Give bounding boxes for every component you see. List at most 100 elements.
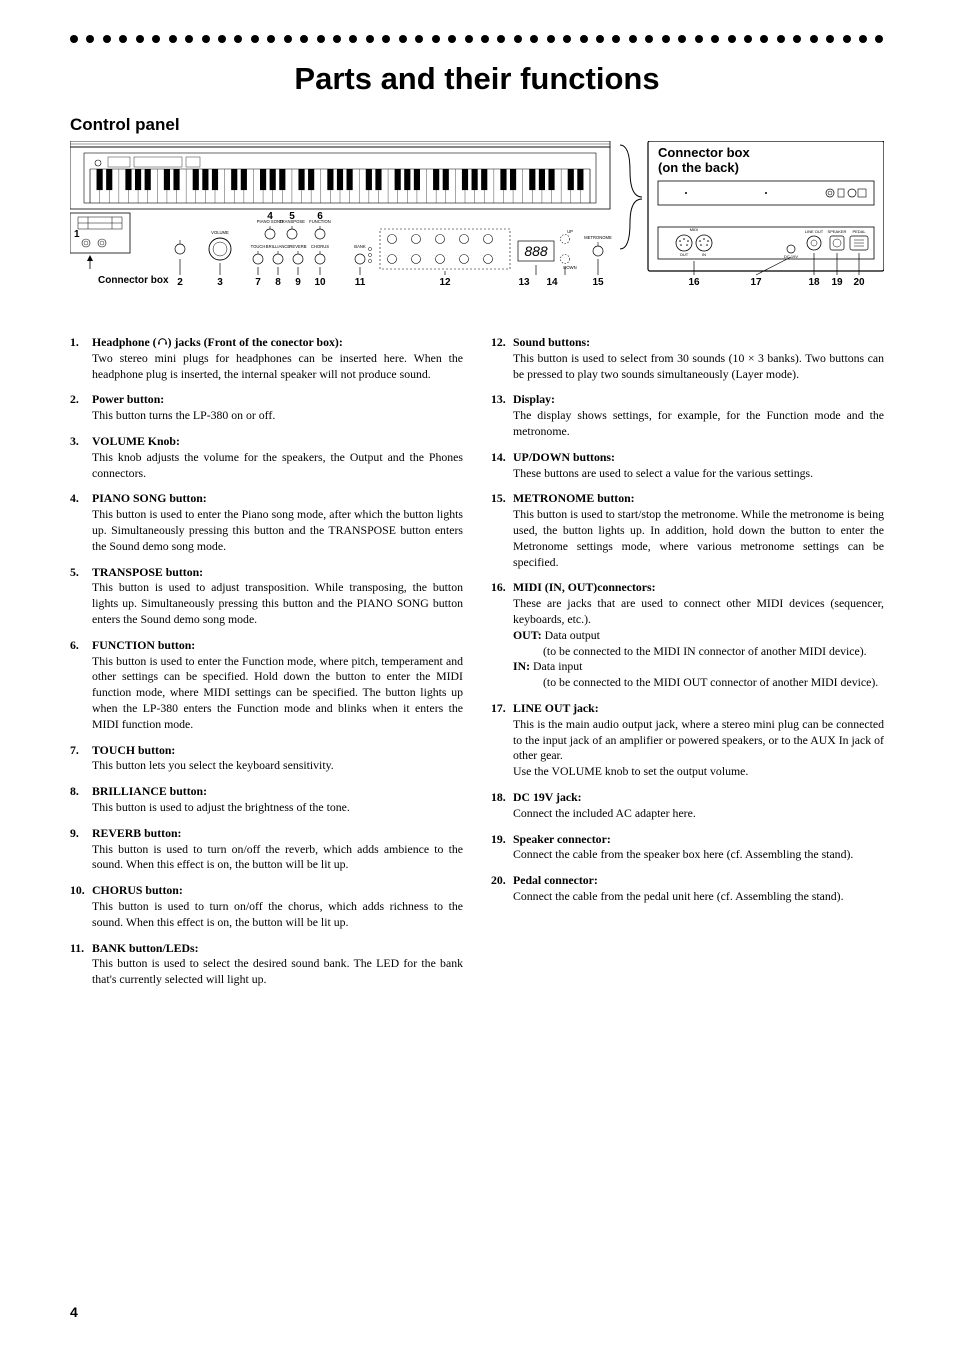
- item-desc: This button is used to select the desire…: [92, 956, 463, 988]
- content-columns: 1.Headphone () jacks (Front of the conec…: [70, 335, 884, 998]
- list-item: 9.REVERB button:This button is used to t…: [70, 826, 463, 873]
- svg-text:DC 19V: DC 19V: [784, 254, 798, 259]
- list-item: 8.BRILLIANCE button:This button is used …: [70, 784, 463, 816]
- svg-text:2: 2: [177, 277, 183, 288]
- svg-text:TOUCH: TOUCH: [251, 244, 266, 249]
- item-desc: Connect the cable from the pedal unit he…: [513, 889, 884, 905]
- svg-text:4: 4: [267, 211, 273, 222]
- item-title: LINE OUT jack:: [513, 701, 884, 717]
- svg-text:PEDAL: PEDAL: [852, 229, 866, 234]
- list-item: 16.MIDI (IN, OUT)connectors:These are ja…: [491, 580, 884, 691]
- item-desc: This button is used to adjust transposit…: [92, 580, 463, 627]
- page-number: 4: [70, 1304, 78, 1320]
- item-desc: The display shows settings, for example,…: [513, 408, 884, 440]
- svg-text:9: 9: [295, 277, 301, 288]
- list-item: 11.BANK button/LEDs:This button is used …: [70, 941, 463, 988]
- item-title: UP/DOWN buttons:: [513, 450, 884, 466]
- list-item: 17.LINE OUT jack:This is the main audio …: [491, 701, 884, 780]
- svg-text:20: 20: [853, 277, 865, 288]
- item-body: METRONOME button:This button is used to …: [513, 491, 884, 570]
- item-number: 6.: [70, 638, 92, 733]
- item-title: CHORUS button:: [92, 883, 463, 899]
- item-number: 1.: [70, 335, 92, 382]
- item-number: 20.: [491, 873, 513, 905]
- item-body: Display:The display shows settings, for …: [513, 392, 884, 439]
- item-body: Pedal connector:Connect the cable from t…: [513, 873, 884, 905]
- svg-text:12: 12: [439, 277, 451, 288]
- item-number: 3.: [70, 434, 92, 481]
- item-desc: This button is used to start/stop the me…: [513, 507, 884, 570]
- item-body: CHORUS button:This button is used to tur…: [92, 883, 463, 930]
- item-title: FUNCTION button:: [92, 638, 463, 654]
- item-body: Speaker connector:Connect the cable from…: [513, 832, 884, 864]
- svg-text:Connector box: Connector box: [98, 275, 169, 286]
- svg-text:7: 7: [255, 277, 261, 288]
- item-desc: Connect the included AC adapter here.: [513, 806, 884, 822]
- svg-text:METRONOME: METRONOME: [584, 235, 612, 240]
- item-title: MIDI (IN, OUT)connectors:: [513, 580, 884, 596]
- item-number: 12.: [491, 335, 513, 382]
- svg-text:MIDI: MIDI: [690, 227, 698, 232]
- control-panel-diagram: 888 VOLUME PIANO SONG TRANSPOSE FUNCTION…: [70, 141, 884, 316]
- item-desc: This button is used to turn on/off the c…: [92, 899, 463, 931]
- item-desc: This button is used to enter the Piano s…: [92, 507, 463, 554]
- item-title: TRANSPOSE button:: [92, 565, 463, 581]
- sub-item: IN: Data input: [513, 659, 884, 675]
- item-desc: This button lets you select the keyboard…: [92, 758, 463, 774]
- item-number: 8.: [70, 784, 92, 816]
- svg-text:18: 18: [808, 277, 820, 288]
- item-body: BRILLIANCE button:This button is used to…: [92, 784, 463, 816]
- item-body: Sound buttons:This button is used to sel…: [513, 335, 884, 382]
- item-body: MIDI (IN, OUT)connectors:These are jacks…: [513, 580, 884, 691]
- svg-text:CHORUS: CHORUS: [311, 244, 329, 249]
- item-number: 11.: [70, 941, 92, 988]
- svg-text:VOLUME: VOLUME: [211, 230, 229, 235]
- sub-item-cont: (to be connected to the MIDI OUT connect…: [513, 675, 884, 691]
- item-body: TRANSPOSE button:This button is used to …: [92, 565, 463, 628]
- item-title: VOLUME Knob:: [92, 434, 463, 450]
- svg-text:14: 14: [546, 277, 558, 288]
- list-item: 4.PIANO SONG button:This button is used …: [70, 491, 463, 554]
- list-item: 3.VOLUME Knob:This knob adjusts the volu…: [70, 434, 463, 481]
- item-number: 14.: [491, 450, 513, 482]
- list-item: 19.Speaker connector:Connect the cable f…: [491, 832, 884, 864]
- item-desc: This button is used to select from 30 so…: [513, 351, 884, 383]
- item-body: DC 19V jack:Connect the included AC adap…: [513, 790, 884, 822]
- item-number: 15.: [491, 491, 513, 570]
- item-body: TOUCH button:This button lets you select…: [92, 743, 463, 775]
- item-number: 2.: [70, 392, 92, 424]
- svg-text:IN: IN: [702, 252, 706, 257]
- item-body: PIANO SONG button:This button is used to…: [92, 491, 463, 554]
- item-number: 18.: [491, 790, 513, 822]
- list-item: 20.Pedal connector:Connect the cable fro…: [491, 873, 884, 905]
- sub-item: OUT: Data output: [513, 628, 884, 644]
- svg-text:BRILLIANCE: BRILLIANCE: [266, 244, 291, 249]
- svg-text:LINE OUT: LINE OUT: [805, 229, 824, 234]
- list-item: 6.FUNCTION button:This button is used to…: [70, 638, 463, 733]
- sub-item-cont: (to be connected to the MIDI IN connecto…: [513, 644, 884, 660]
- list-item: 5.TRANSPOSE button:This button is used t…: [70, 565, 463, 628]
- item-number: 5.: [70, 565, 92, 628]
- svg-text:Connector box: Connector box: [658, 145, 750, 160]
- item-title: Sound buttons:: [513, 335, 884, 351]
- item-title: Headphone () jacks (Front of the conecto…: [92, 335, 463, 351]
- list-item: 13.Display:The display shows settings, f…: [491, 392, 884, 439]
- section-heading: Control panel: [70, 115, 884, 135]
- svg-text:11: 11: [355, 277, 366, 288]
- svg-text:REVERB: REVERB: [289, 244, 306, 249]
- item-desc: This button is used to enter the Functio…: [92, 654, 463, 733]
- svg-text:6: 6: [317, 211, 323, 222]
- svg-text:8: 8: [275, 277, 281, 288]
- item-desc: This button is used to turn on/off the r…: [92, 842, 463, 874]
- svg-text:(on the back): (on the back): [658, 160, 739, 175]
- svg-text:13: 13: [518, 277, 530, 288]
- svg-text:19: 19: [831, 277, 843, 288]
- svg-text:888: 888: [524, 243, 548, 259]
- item-body: VOLUME Knob:This knob adjusts the volume…: [92, 434, 463, 481]
- item-title: METRONOME button:: [513, 491, 884, 507]
- item-title: Pedal connector:: [513, 873, 884, 889]
- item-number: 16.: [491, 580, 513, 691]
- item-desc: These buttons are used to select a value…: [513, 466, 884, 482]
- item-desc: This is the main audio output jack, wher…: [513, 717, 884, 764]
- svg-text:UP: UP: [567, 229, 573, 234]
